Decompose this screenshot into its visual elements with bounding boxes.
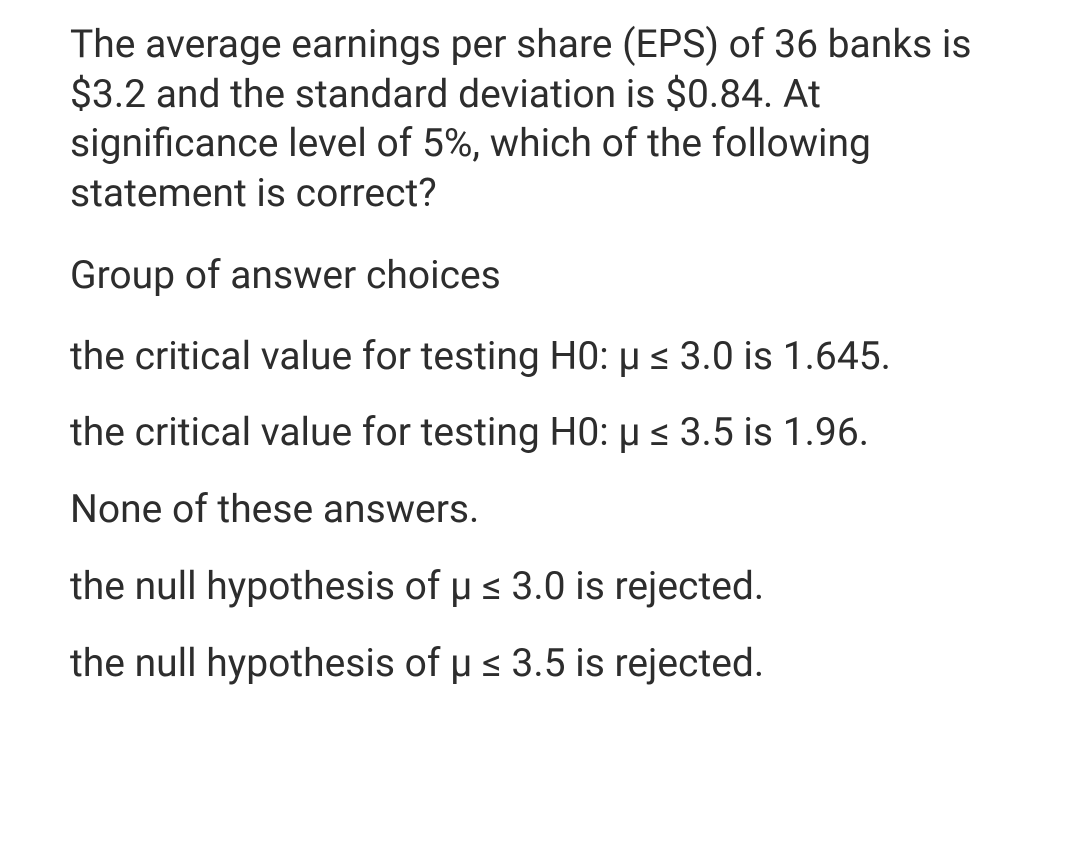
answer-choice[interactable]: None of these answers. [70,484,1009,535]
question-text: The average earnings per share (EPS) of … [70,20,1009,218]
question-container: The average earnings per share (EPS) of … [0,0,1079,734]
answer-choice[interactable]: the null hypothesis of μ ≤ 3.0 is reject… [70,561,1009,612]
answer-choice[interactable]: the critical value for testing H0: μ ≤ 3… [70,407,1009,458]
answer-choice[interactable]: the critical value for testing H0: μ ≤ 3… [70,331,1009,382]
group-of-choices-label: Group of answer choices [70,250,1009,301]
answer-choice[interactable]: the null hypothesis of μ ≤ 3.5 is reject… [70,638,1009,689]
